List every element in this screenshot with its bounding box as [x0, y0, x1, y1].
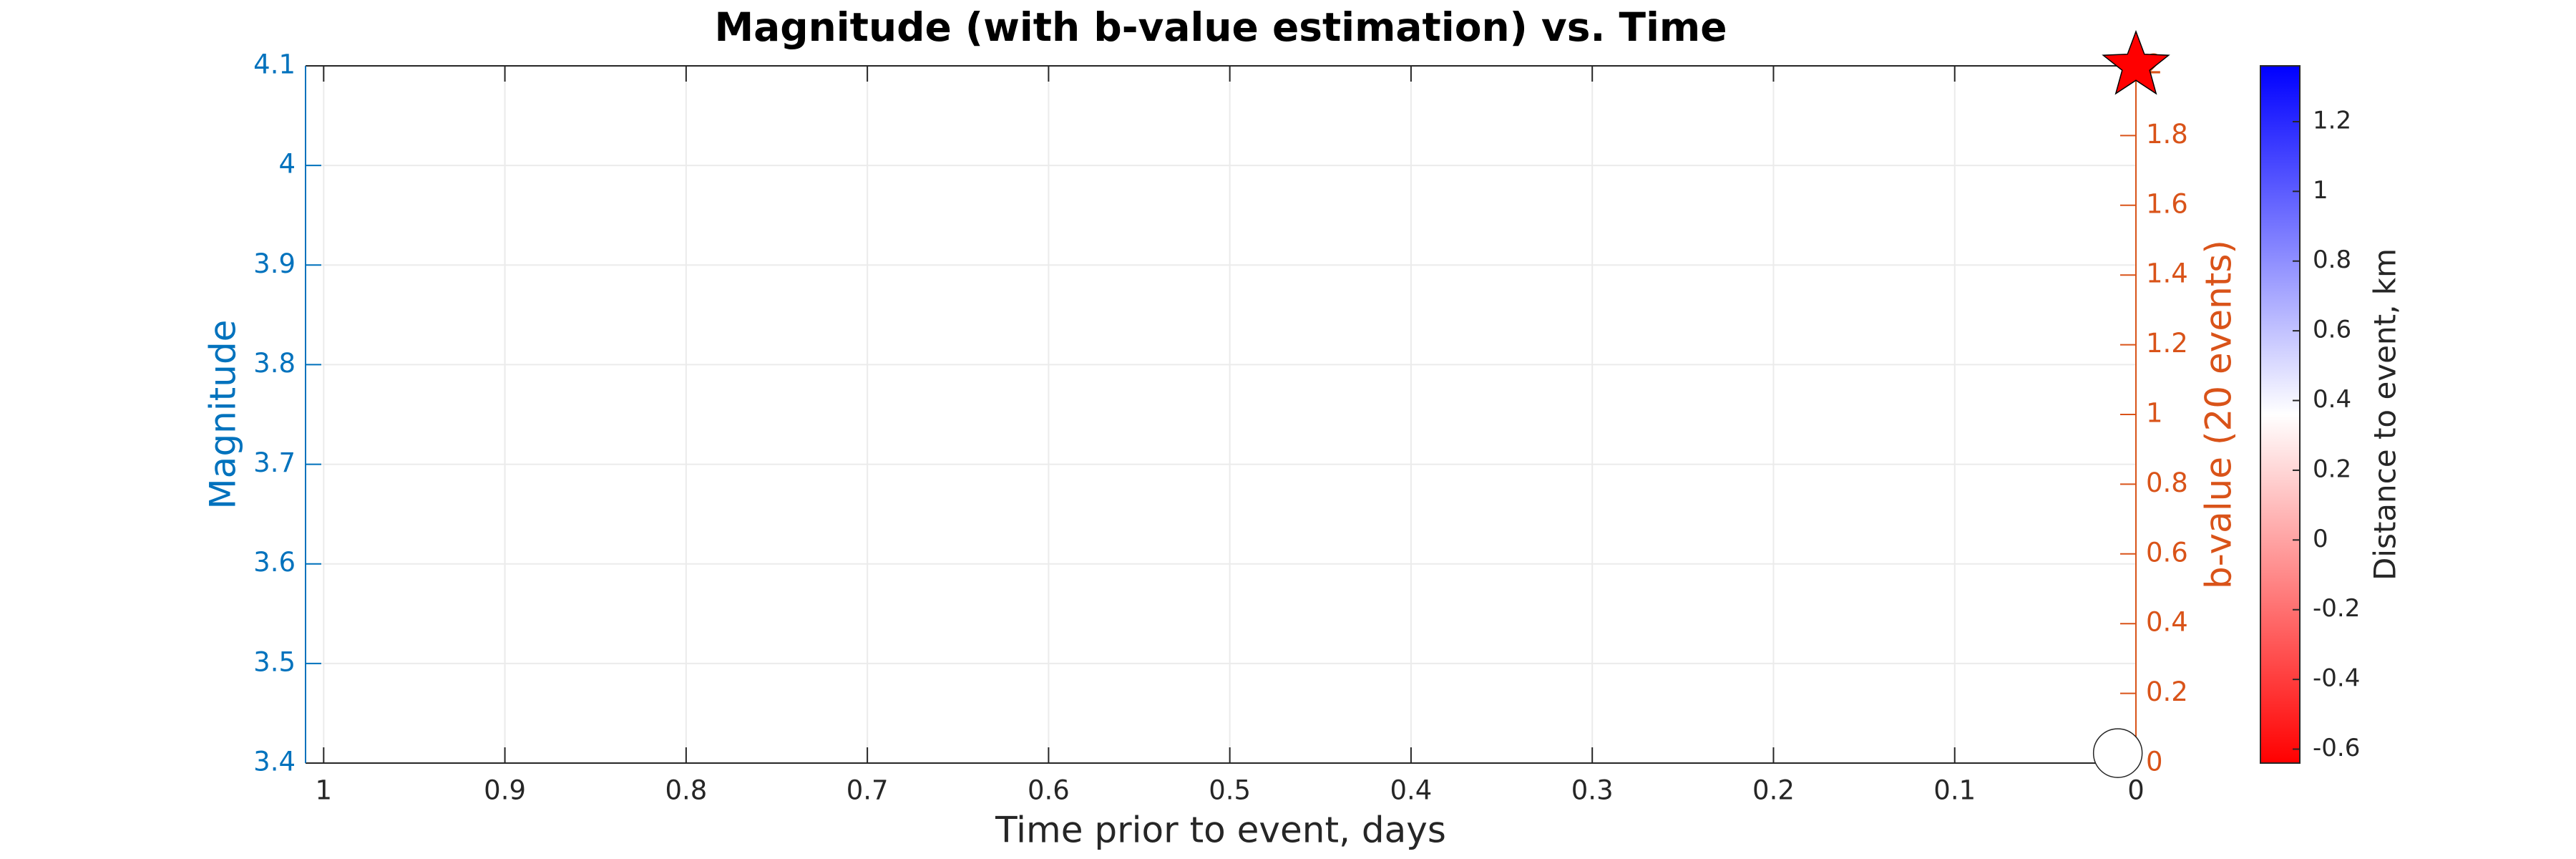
colorbar-tick-label: 0.2: [2313, 455, 2351, 483]
colorbar-tick-label: 1.2: [2313, 106, 2351, 135]
x-tick-label: 1: [316, 775, 333, 806]
y-tick-label: 4: [278, 149, 296, 180]
x-axis-label: Time prior to event, days: [995, 810, 1446, 851]
y2-tick-label: 0.4: [2146, 607, 2188, 638]
y2-tick-label: 0.6: [2146, 537, 2188, 568]
mainshock-star: [2102, 29, 2170, 95]
y-tick-label: 3.6: [253, 547, 296, 578]
colorbar-tick-label: 0.6: [2313, 316, 2351, 344]
colorbar: [2260, 65, 2301, 764]
y2-tick-label: 1.6: [2146, 188, 2188, 219]
colorbar-tick-label: 1: [2313, 176, 2328, 205]
colorbar-tick-label: 0.8: [2313, 246, 2351, 274]
y2-tick-label: 1.4: [2146, 258, 2188, 289]
colorbar-label: Distance to event, km: [2368, 248, 2403, 581]
x-tick-label: 0.7: [847, 775, 889, 806]
y2-tick-label: 1: [2146, 398, 2163, 429]
x-tick-label: 0.2: [1752, 775, 1795, 806]
x-tick-label: 0: [2127, 775, 2145, 806]
x-tick-label: 0.3: [1571, 775, 1614, 806]
x-tick-label: 0.8: [665, 775, 707, 806]
x-tick-label: 0.4: [1390, 775, 1433, 806]
y-tick-label: 3.5: [253, 646, 296, 677]
y2-tick-label: 1.8: [2146, 119, 2188, 150]
colorbar-tick-label: 0.4: [2313, 385, 2351, 414]
y2-tick-label: 0.2: [2146, 676, 2188, 707]
colorbar-tick-label: -0.6: [2313, 734, 2360, 762]
y2-tick-label: 0.8: [2146, 467, 2188, 498]
y-tick-label: 3.7: [253, 447, 296, 478]
colorbar-tick-label: -0.2: [2313, 594, 2360, 623]
x-tick-label: 0.9: [484, 775, 526, 806]
y2-tick-label: 0: [2146, 747, 2163, 777]
y2-axis-label: b-value (20 events): [2198, 240, 2240, 589]
y-tick-label: 3.4: [253, 747, 296, 777]
x-tick-label: 0.1: [1933, 775, 1976, 806]
x-tick-label: 0.5: [1209, 775, 1251, 806]
event-marker: [2092, 728, 2143, 778]
y-axis-label: Magnitude: [203, 320, 244, 510]
x-tick-label: 0.6: [1028, 775, 1070, 806]
colorbar-tick-label: 0: [2313, 525, 2328, 553]
y-tick-label: 3.8: [253, 348, 296, 379]
y-tick-label: 4.1: [253, 49, 296, 80]
y2-tick-label: 1.2: [2146, 328, 2188, 359]
y-tick-label: 3.9: [253, 248, 296, 279]
chart-title: Magnitude (with b-value estimation) vs. …: [714, 4, 1727, 50]
colorbar-tick-label: -0.4: [2313, 664, 2360, 693]
